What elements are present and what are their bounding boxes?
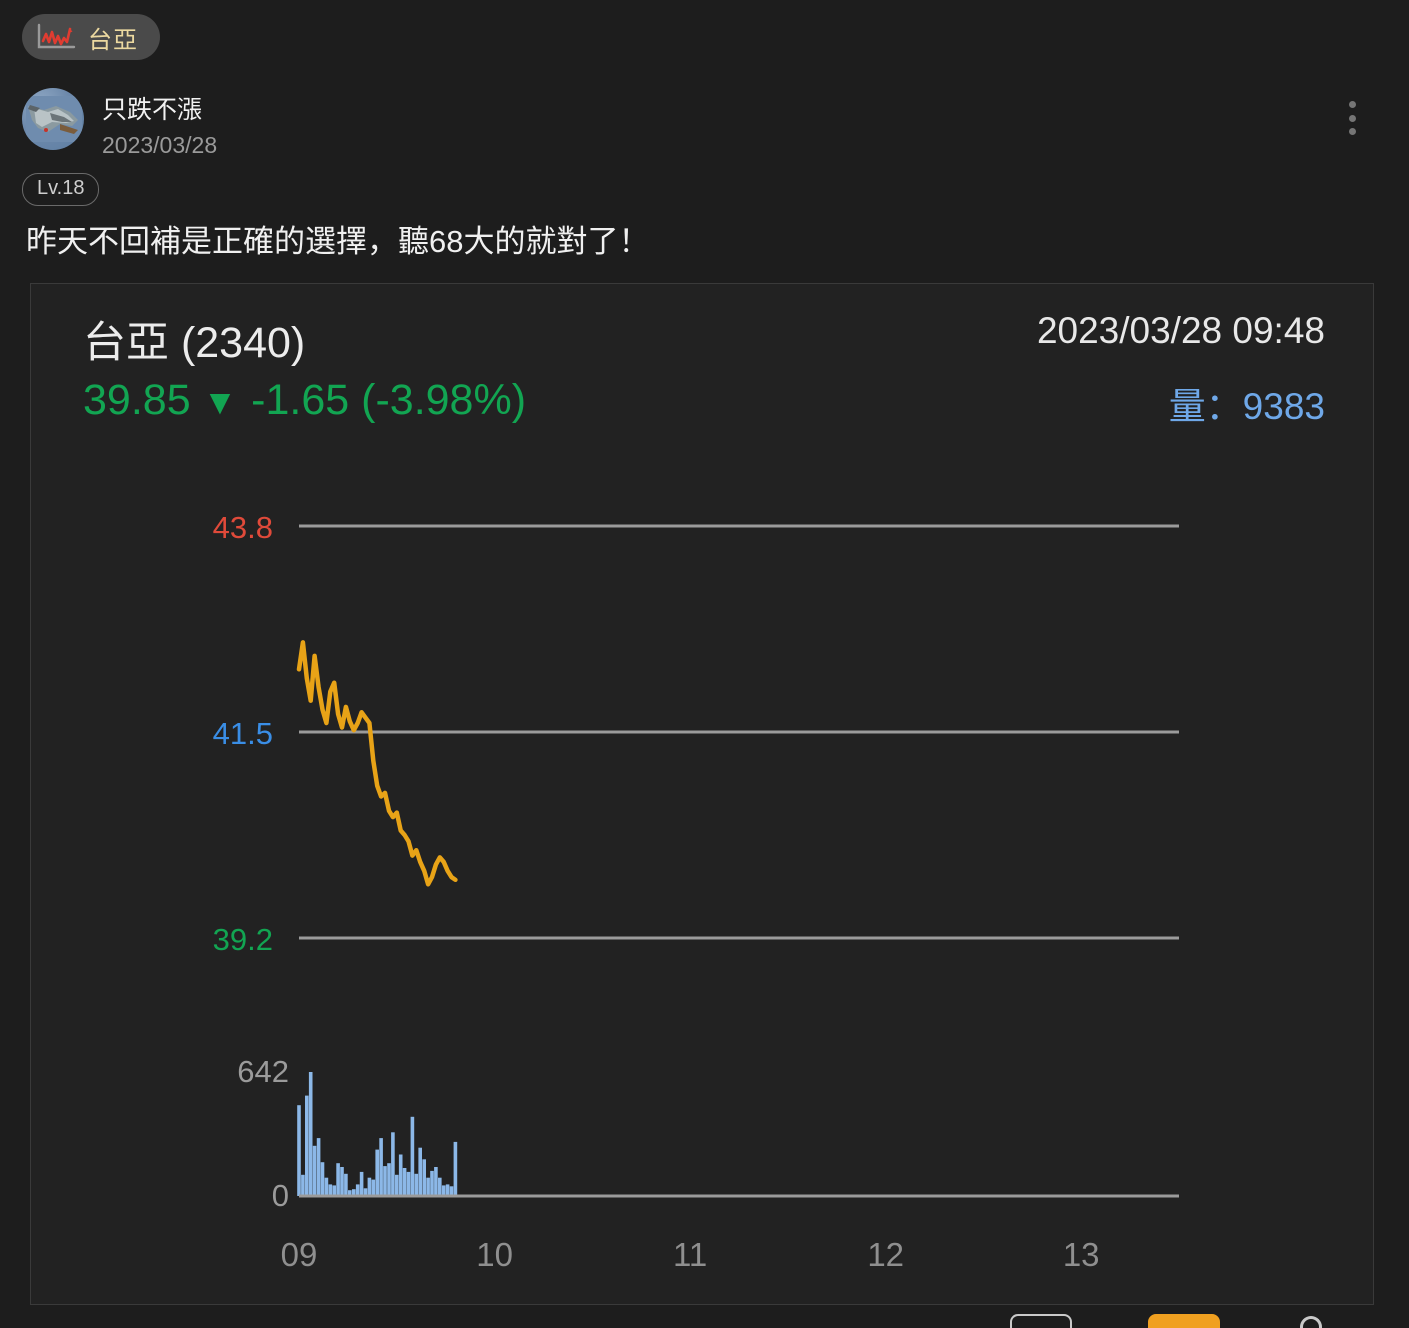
level-badge: Lv.18 [22, 173, 100, 206]
chart-header: 台亞 (2340) 39.85 ▼ -1.65 (-3.98%) 2023/03… [31, 284, 1373, 454]
down-triangle-icon: ▼ [202, 383, 240, 422]
volume-bar [363, 1188, 368, 1196]
x-axis-tick: 11 [673, 1236, 707, 1273]
lock-icon[interactable] [1300, 1316, 1322, 1328]
svg-text:642: 642 [237, 1054, 289, 1089]
post-text: 昨天不回補是正確的選擇，聽68大的就對了！ [26, 224, 650, 259]
volume-bar [305, 1095, 309, 1196]
volume-bar [406, 1171, 411, 1196]
volume-bar [445, 1184, 450, 1196]
volume-bar [320, 1162, 325, 1196]
stock-chart-card[interactable]: 台亞 (2340) 39.85 ▼ -1.65 (-3.98%) 2023/03… [30, 283, 1374, 1305]
volume-bar [297, 1105, 301, 1196]
x-axis-tick: 12 [867, 1236, 904, 1273]
volume-bar [398, 1154, 403, 1196]
volume-bar [430, 1170, 434, 1196]
volume-bar [422, 1159, 426, 1196]
volume-bar [352, 1189, 356, 1196]
volume-bar [418, 1147, 422, 1196]
volume-bar [316, 1138, 321, 1196]
primary-button[interactable] [1148, 1314, 1220, 1328]
stock-tag-label: 台亞 [88, 26, 138, 54]
author-row[interactable]: 只跌不漲 2023/03/28 [22, 88, 217, 159]
volume-bar [328, 1184, 333, 1196]
chart-svg: 43.8 41.5 39.2 642 0 09 10 11 12 13 [213, 510, 1179, 1273]
volume-bar [387, 1163, 391, 1196]
svg-text:43.8: 43.8 [213, 510, 273, 545]
volume-bar [453, 1141, 458, 1196]
volume-bar [348, 1190, 352, 1196]
volume-bar [340, 1167, 344, 1196]
author-meta: 只跌不漲 2023/03/28 [102, 88, 217, 159]
author-name[interactable]: 只跌不漲 [102, 96, 203, 124]
volume-bar [441, 1185, 446, 1196]
volume-bar [324, 1177, 329, 1196]
chart-symbol-name: 台亞 (2340) [83, 319, 306, 367]
stock-tag-chip[interactable]: 台亞 [22, 14, 160, 60]
volume-bar [355, 1184, 360, 1196]
volume-bar [359, 1171, 364, 1196]
bottom-toolbar [0, 1306, 1409, 1328]
x-axis-tick: 10 [476, 1236, 513, 1273]
volume-bar [367, 1177, 372, 1196]
volume-bar [344, 1173, 348, 1196]
volume-bar [426, 1177, 430, 1196]
volume-bar [371, 1179, 376, 1196]
more-vertical-icon[interactable] [1339, 98, 1365, 138]
volume-bar [449, 1186, 454, 1196]
volume-bar [391, 1132, 395, 1196]
outline-button[interactable] [1010, 1314, 1072, 1328]
post-date: 2023/03/28 [102, 132, 218, 158]
svg-text:39.2: 39.2 [213, 922, 273, 957]
volume-bar [312, 1145, 317, 1196]
svg-text:41.5: 41.5 [213, 716, 273, 751]
volume-bar [434, 1167, 438, 1196]
chart-price: 39.85 [83, 376, 191, 424]
volume-bar [308, 1072, 313, 1196]
fighter-jet-avatar[interactable] [22, 88, 84, 150]
avatar-image [26, 96, 82, 142]
volume-bar [301, 1174, 305, 1196]
chart-change-pct: (-3.98%) [361, 376, 527, 424]
volume-bar [414, 1173, 419, 1196]
chart-plot-area[interactable]: 43.8 41.5 39.2 642 0 09 10 11 12 13 [31, 454, 1373, 1306]
volume-bar [438, 1177, 442, 1196]
chart-quote-line: 39.85 ▼ -1.65 (-3.98%) [83, 376, 526, 425]
chart-change: -1.65 [251, 376, 350, 424]
volume-bar [332, 1185, 336, 1196]
volume-bar [336, 1163, 340, 1196]
volume-bar [379, 1138, 383, 1196]
volume-bar [395, 1174, 399, 1196]
volume-bar [402, 1168, 407, 1196]
x-axis-tick: 09 [281, 1236, 318, 1273]
svg-text:0: 0 [272, 1178, 289, 1213]
volume-bar [410, 1116, 415, 1196]
line-chart-icon [36, 23, 76, 51]
volume-bar [375, 1149, 379, 1196]
chart-volume-total: 量：9383 [1168, 386, 1325, 427]
volume-bar [383, 1166, 387, 1196]
chart-timestamp: 2023/03/28 09:48 [1036, 310, 1325, 351]
x-axis-tick: 13 [1063, 1236, 1100, 1273]
